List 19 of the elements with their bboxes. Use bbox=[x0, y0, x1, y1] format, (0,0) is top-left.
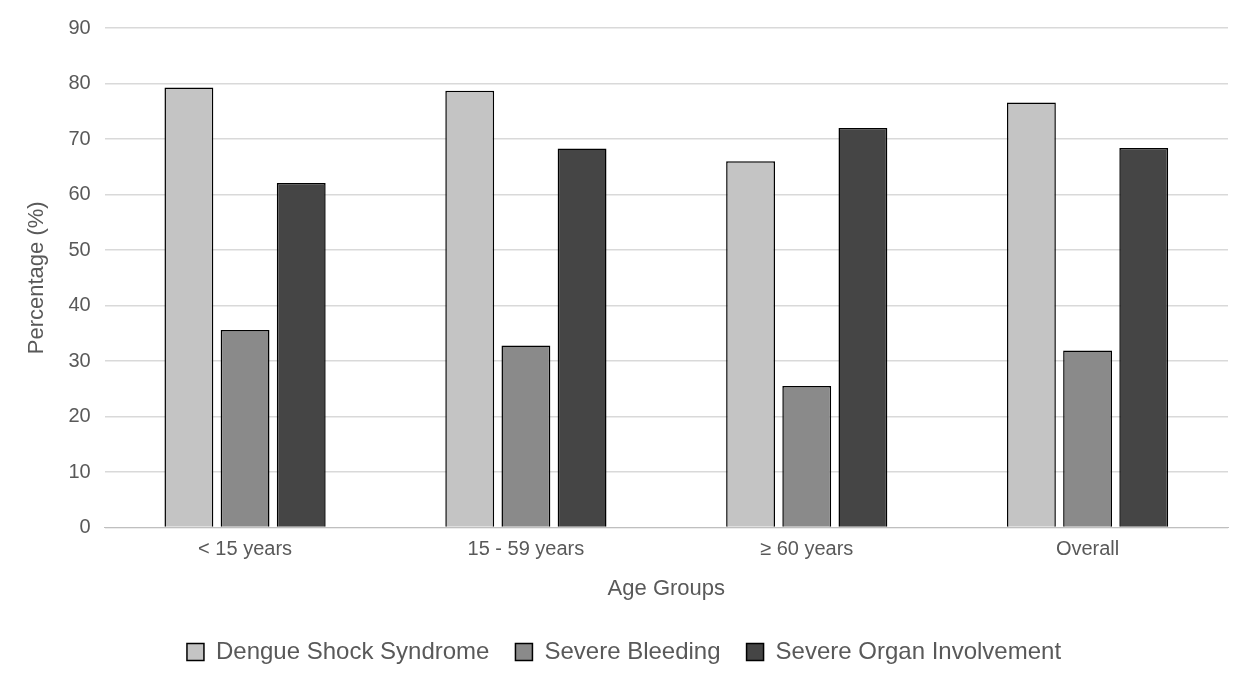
y-tick-label: 80 bbox=[68, 71, 91, 94]
y-axis-title: Percentage (%) bbox=[23, 201, 49, 355]
y-tick-label: 20 bbox=[68, 404, 91, 427]
y-tick-label: 30 bbox=[68, 348, 91, 371]
y-tick-label: 0 bbox=[79, 515, 91, 538]
y-tick-label: 50 bbox=[68, 237, 91, 260]
x-tick-label: 15 - 59 years bbox=[467, 537, 585, 560]
y-tick-label: 70 bbox=[68, 126, 91, 149]
x-tick-label: Overall bbox=[1055, 537, 1120, 560]
x-tick-label: < 15 years bbox=[198, 537, 293, 560]
y-tick-label: 40 bbox=[68, 293, 91, 316]
x-axis-title: Age Groups bbox=[607, 574, 726, 600]
x-tick-label: ≥ 60 years bbox=[760, 537, 854, 560]
legend-label: Severe Organ Involvement bbox=[775, 636, 1062, 664]
legend-label: Dengue Shock Syndrome bbox=[215, 636, 490, 664]
y-tick-label: 10 bbox=[68, 459, 91, 482]
y-tick-label: 90 bbox=[68, 15, 91, 38]
legend-label: Severe Bleeding bbox=[544, 636, 721, 664]
y-tick-label: 60 bbox=[68, 182, 91, 205]
